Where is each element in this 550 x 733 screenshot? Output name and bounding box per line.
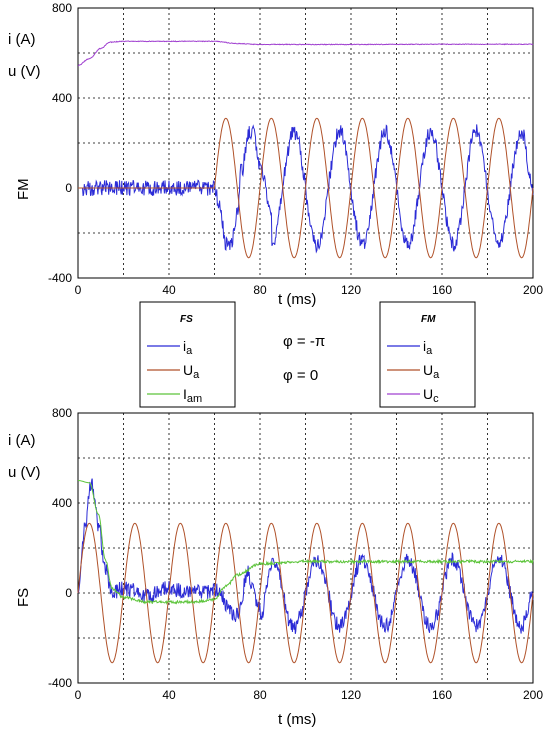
fs-y-tick-label: 400 <box>52 496 72 510</box>
fs-x-tick-label: 200 <box>523 688 543 702</box>
fm-x-tick-label: 160 <box>432 283 452 297</box>
fs-legend-label: Iam <box>183 386 202 405</box>
fm-x-tick-label: 40 <box>162 283 176 297</box>
fm-legend-label: ia <box>423 338 433 357</box>
fm-legend-box <box>379 301 476 408</box>
fs-ylabel-current: i (A) <box>8 432 36 449</box>
fm-y-tick-label: -400 <box>48 271 72 285</box>
fs-y-tick-label: 0 <box>65 586 72 600</box>
fs-series-ua-line <box>77 522 534 664</box>
fm-legend-title: FM <box>421 314 436 325</box>
fm-y-tick-label: 0 <box>65 181 72 195</box>
fm-x-tick-label: 200 <box>523 283 543 297</box>
fm-series-ua-line <box>78 117 534 259</box>
fm-x-tick-label: 0 <box>75 283 82 297</box>
fs-xlabel: t (ms) <box>278 711 316 728</box>
fs-x-tick-label: 0 <box>75 688 82 702</box>
fs-x-tick-label: 40 <box>162 688 176 702</box>
fm-y-tick-label: 400 <box>52 91 72 105</box>
fm-series <box>77 40 534 259</box>
phi-fm-annotation: φ = -π <box>283 333 325 350</box>
fs-x-tick-label: 120 <box>341 688 361 702</box>
fs-grid <box>78 413 533 683</box>
fs-y-tick-label: 800 <box>52 406 72 420</box>
phi-fs-annotation: φ = 0 <box>283 367 318 384</box>
fs-ylabel-side: FS <box>15 588 32 607</box>
fm-legend-label: Uc <box>423 386 439 405</box>
fs-legend-title: FS <box>180 314 193 325</box>
fs-ylabel-voltage: u (V) <box>8 464 41 481</box>
fs-legend: FS ia Ua Iam <box>139 301 236 408</box>
fs-series-iam-line <box>78 480 534 605</box>
fm-xlabel: t (ms) <box>278 291 316 308</box>
fs-x-tick-label: 160 <box>432 688 452 702</box>
fm-y-tick-label: 800 <box>52 1 72 15</box>
fm-legend-label: Ua <box>423 362 440 381</box>
fs-series <box>77 478 534 664</box>
fs-y-tick-label: -400 <box>48 676 72 690</box>
fs-legend-label: Ua <box>183 362 200 381</box>
fm-x-tick-label: 80 <box>253 283 267 297</box>
fs-legend-box <box>139 301 236 408</box>
fm-ylabel-current: i (A) <box>8 31 36 48</box>
fs-x-tick-label: 80 <box>253 688 267 702</box>
fm-ylabel-side: FM <box>15 178 32 200</box>
fm-x-tick-label: 120 <box>341 283 361 297</box>
fs-legend-label: ia <box>183 338 193 357</box>
fm-series-uc-line <box>77 40 534 67</box>
fm-ylabel-voltage: u (V) <box>8 63 41 80</box>
fm-legend: FM ia Ua Uc <box>379 301 476 408</box>
